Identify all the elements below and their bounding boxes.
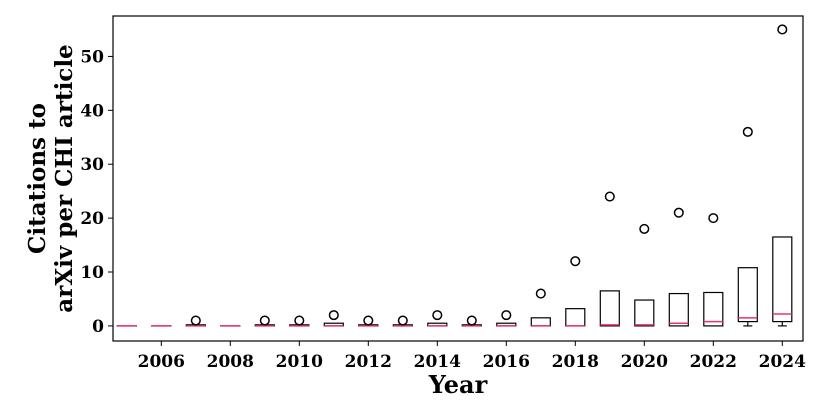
outlier-point (777, 24, 788, 35)
y-tick-label: 30 (80, 155, 104, 175)
box-2020 (634, 223, 655, 327)
outlier-point (328, 310, 339, 321)
x-axis-title: Year (428, 370, 488, 399)
x-tick-label: 2012 (345, 352, 392, 372)
y-tick-label: 10 (80, 263, 104, 283)
outlier-point (259, 315, 270, 326)
box-2021 (668, 207, 689, 327)
x-tick-label: 2024 (759, 352, 806, 372)
outlier-point (466, 315, 477, 326)
box-body (737, 267, 758, 323)
box-body (703, 291, 724, 327)
y-axis-title-line-1: Citations to (24, 103, 51, 254)
box-2009 (254, 315, 275, 327)
outlier-point (432, 310, 443, 321)
x-tick-label: 2006 (138, 352, 185, 372)
outlier-point (294, 315, 305, 326)
box-2023 (737, 126, 758, 327)
box-body (772, 236, 793, 323)
box-2024 (772, 24, 793, 327)
x-tick-label: 2020 (621, 352, 668, 372)
y-tick-label: 50 (80, 47, 104, 67)
box-2015 (461, 315, 482, 327)
box-2007 (185, 315, 206, 327)
box-body (668, 292, 689, 327)
box-2011 (323, 310, 344, 327)
outlier-point (708, 213, 719, 224)
box-2014 (427, 310, 448, 327)
x-tick-label: 2010 (276, 352, 323, 372)
outlier-point (190, 315, 201, 326)
x-tick-label: 2016 (483, 352, 530, 372)
outlier-point (742, 126, 753, 137)
y-tick-label: 20 (80, 209, 104, 229)
outlier-point (535, 288, 546, 299)
box-2013 (392, 315, 413, 327)
box-2022 (703, 213, 724, 327)
x-tick-label: 2014 (414, 352, 461, 372)
outlier-point (604, 191, 615, 202)
box-body (634, 299, 655, 327)
box-2018 (565, 256, 586, 327)
y-axis-title-line-2: arXiv per CHI article (51, 44, 78, 312)
y-tick-label: 0 (92, 317, 104, 337)
outlier-point (397, 315, 408, 326)
chart-marks (116, 24, 793, 327)
box-body (530, 317, 551, 327)
x-tick-label: 2018 (552, 352, 599, 372)
outlier-point (363, 315, 374, 326)
x-axis: 2006 2008 2010 2012 2014 2016 2018 2020 2022 2024 (138, 341, 806, 372)
x-tick-label: 2008 (207, 352, 254, 372)
box-body (599, 290, 620, 327)
box-2016 (496, 310, 517, 327)
box-2019 (599, 191, 620, 327)
box-body (565, 308, 586, 327)
y-tick-label: 40 (80, 101, 104, 121)
outlier-point (639, 223, 650, 234)
box-2017 (530, 288, 551, 327)
x-tick-label: 2022 (690, 352, 737, 372)
box-2010 (289, 315, 310, 327)
outlier-point (673, 207, 684, 218)
y-axis: 0 10 20 30 40 50 (80, 47, 113, 337)
outlier-point (501, 310, 512, 321)
box-2012 (358, 315, 379, 327)
plot-area-frame (112, 15, 804, 342)
outlier-point (570, 256, 581, 267)
